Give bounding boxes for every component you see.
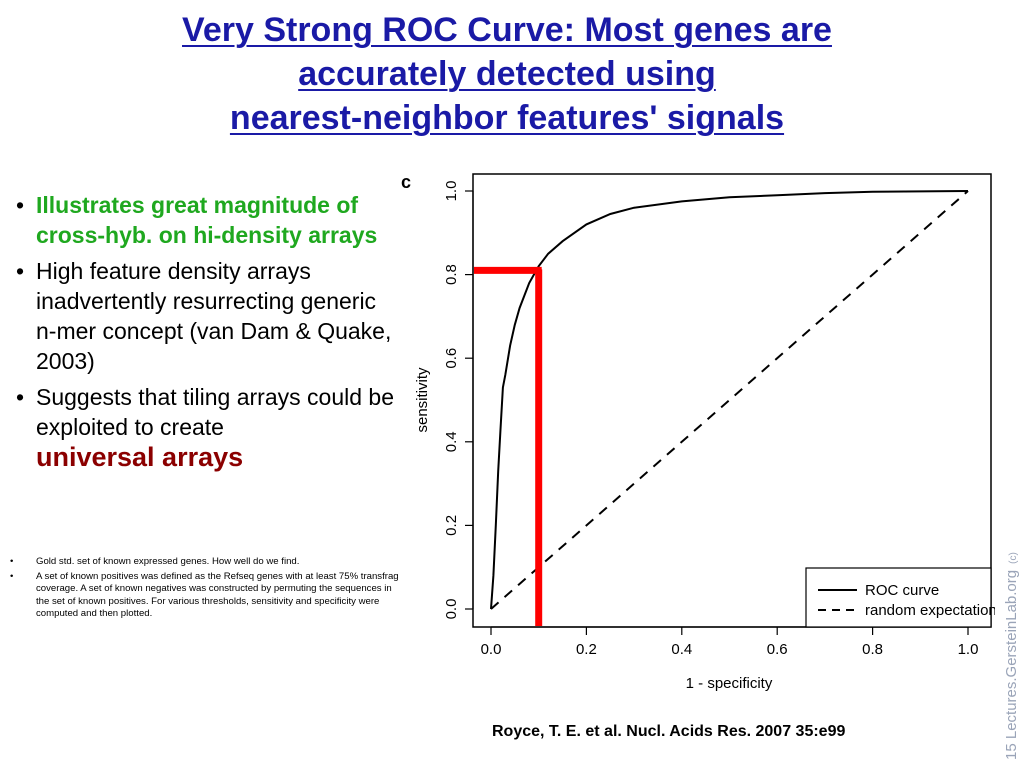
title-line-2: accurately detected using <box>298 55 716 93</box>
title-line-3: nearest-neighbor features' signals <box>229 99 785 137</box>
legend-random-label: random expectation <box>865 602 995 619</box>
plot-frame <box>472 173 992 628</box>
panel-label: c <box>401 172 411 192</box>
y-tick-label: 0.2 <box>443 515 460 536</box>
legend-box <box>805 567 992 628</box>
bullet-list: Illustrates great magnitude of cross-hyb… <box>16 190 396 478</box>
note-1: Gold std. set of known expressed genes. … <box>8 556 402 569</box>
footnote-list: Gold std. set of known expressed genes. … <box>8 556 402 623</box>
x-tick-label: 1.0 <box>958 641 979 658</box>
watermark: 15 Lectures.GersteinLab.org (c) <box>1003 460 1020 760</box>
y-tick-label: 0.0 <box>443 599 460 620</box>
bullet-1: Illustrates great magnitude of cross-hyb… <box>16 190 396 250</box>
y-tick-label: 0.6 <box>443 348 460 369</box>
y-axis-label: sensitivity <box>414 367 431 433</box>
x-tick-label: 0.4 <box>671 641 692 658</box>
bullet-2-text: High feature density arrays inadvertentl… <box>36 258 392 374</box>
highlight-layer <box>474 266 543 626</box>
series-layer <box>490 190 969 610</box>
bullet-3-text: Suggests that tiling arrays could be exp… <box>36 384 394 440</box>
y-tick-label: 0.8 <box>443 264 460 285</box>
citation: Royce, T. E. et al. Nucl. Acids Res. 200… <box>492 723 846 740</box>
bullet-3-emphasis: universal arrays <box>36 442 244 472</box>
legend-roc-label: ROC curve <box>865 582 939 599</box>
x-tick-label: 0.8 <box>862 641 883 658</box>
x-tick-label: 0.0 <box>481 641 502 658</box>
legend: ROC curve random expectation <box>805 567 995 628</box>
watermark-text: 15 Lectures.GersteinLab.org <box>1003 569 1020 760</box>
y-tick-label: 1.0 <box>443 181 460 202</box>
watermark-copyright: (c) <box>1008 552 1019 564</box>
random-expectation-line <box>490 190 969 610</box>
axes: 0.0 0.2 0.4 0.6 0.8 1.0 0.0 0.2 0.4 0.6 0.8 1.0 <box>443 181 978 658</box>
roc-chart: c 0.0 0.2 0.4 0.6 0.8 1.0 0.0 0.2 0.4 0.6 0.8 1.0 1… <box>401 172 995 692</box>
bullet-1-text: Illustrates great magnitude of cross-hyb… <box>36 192 378 248</box>
x-tick-label: 0.2 <box>576 641 597 658</box>
note-2: A set of known positives was defined as … <box>8 571 402 621</box>
slide-title: Very Strong ROC Curve: Most genes are ac… <box>40 8 974 140</box>
title-line-1: Very Strong ROC Curve: Most genes are <box>182 11 832 49</box>
y-tick-label: 0.4 <box>443 431 460 452</box>
bullet-2: High feature density arrays inadvertentl… <box>16 256 396 376</box>
bullet-3: Suggests that tiling arrays could be exp… <box>16 382 396 472</box>
x-tick-label: 0.6 <box>767 641 788 658</box>
x-axis-label: 1 - specificity <box>686 675 773 692</box>
